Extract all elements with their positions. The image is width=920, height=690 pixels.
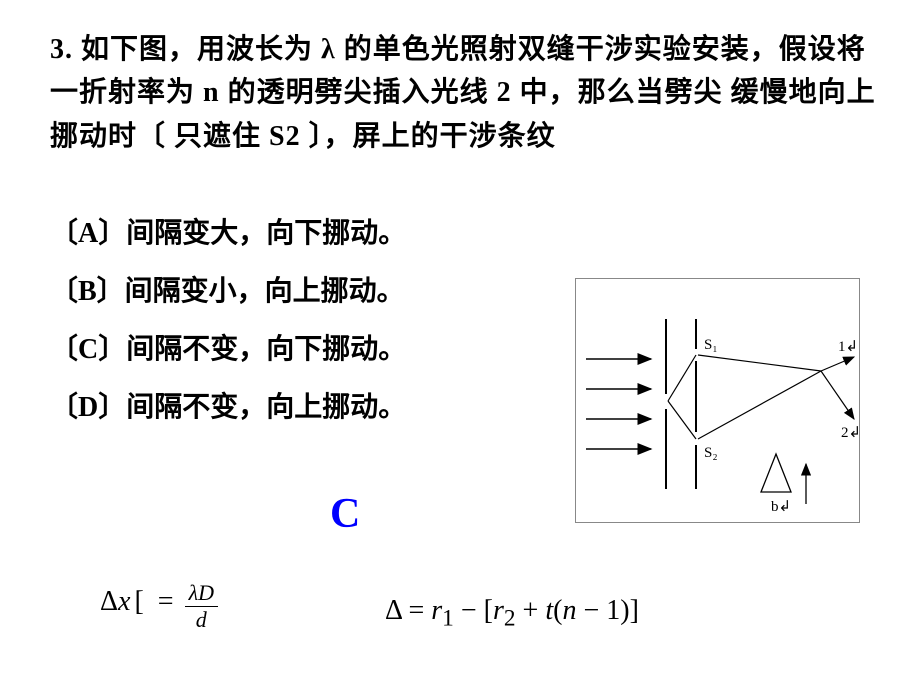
f2-pclose: )]: [620, 595, 639, 626]
f2-eq: =: [401, 595, 431, 626]
label-ray2: 2↲: [841, 425, 861, 441]
f2-delta: Δ: [385, 595, 401, 626]
formula-fringe-spacing: Δx [ = λD d: [100, 580, 218, 633]
label-ray1: 1↲: [838, 339, 858, 355]
option-b: 〔B〕间隔变小，向上挪动。: [50, 278, 406, 306]
f2-minus: − [: [454, 595, 493, 626]
f2-sub2: 2: [504, 606, 516, 632]
label-wedge: b↲: [771, 499, 791, 515]
f1-fraction: λD d: [185, 580, 218, 633]
f2-m1: − 1: [576, 595, 620, 626]
f2-n: n: [562, 595, 576, 626]
f1-d: d: [196, 607, 207, 632]
question-text: 3. 如下图，用波长为 λ 的单色光照射双缝干涉实验安装，假设将一折射率为 n …: [50, 28, 880, 158]
f2-r2: r: [493, 595, 504, 626]
f2-t: t: [545, 595, 553, 626]
options-block: 〔A〕间隔变大，向下挪动。 〔B〕间隔变小，向上挪动。 〔C〕间隔不变，向下挪动…: [50, 220, 406, 452]
option-c: 〔C〕间隔不变，向下挪动。: [50, 336, 406, 364]
label-s2: S₂: [704, 445, 718, 461]
label-s1: S₁: [704, 337, 718, 353]
f1-D: D: [198, 580, 214, 605]
answer-letter: C: [330, 490, 360, 538]
f1-x: x: [118, 586, 130, 617]
formula-path-difference: Δ = r1 − [r2 + t(n − 1)]: [385, 595, 639, 633]
f1-eq: =: [158, 586, 174, 617]
f1-delta: Δ: [100, 586, 118, 617]
f1-lambda: λ: [189, 580, 199, 605]
optics-diagram: S₁ S₂ 1↲ 2↲ b↲: [575, 278, 860, 523]
option-d: 〔D〕间隔不变，向上挪动。: [50, 394, 406, 422]
f2-r1: r: [431, 595, 442, 626]
option-a: 〔A〕间隔变大，向下挪动。: [50, 220, 406, 248]
f2-sub1: 1: [442, 606, 454, 632]
f2-plus: +: [516, 595, 546, 626]
